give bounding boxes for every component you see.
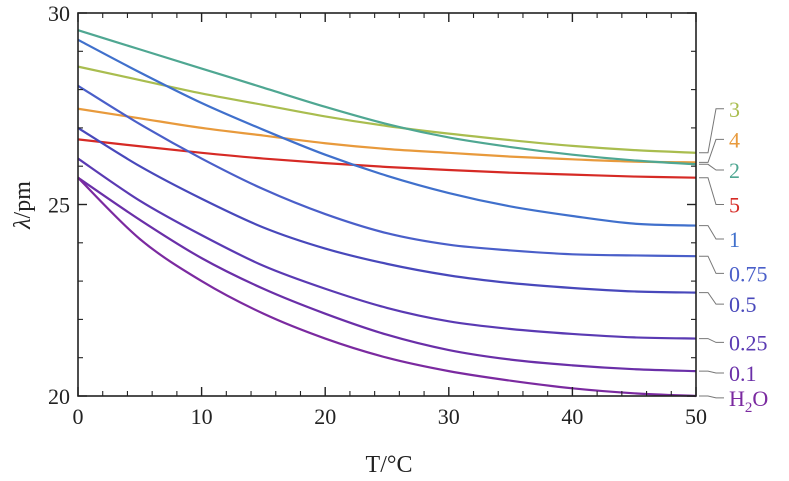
series-label-text: 3 [729, 97, 740, 122]
series-leader-line [699, 138, 724, 163]
series-line-2 [77, 29, 697, 166]
series-label: H2O [729, 386, 768, 416]
series-label: 0.75 [729, 261, 768, 286]
series-leader-line [699, 108, 724, 154]
series-label: 4 [729, 127, 740, 152]
series-line-6 [77, 126, 697, 294]
series-leader-line [699, 177, 724, 205]
series-label-text: 5 [729, 193, 740, 218]
x-tick-label: 20 [314, 404, 336, 429]
series-line-0 [77, 65, 697, 154]
y-axis-title: λ/pm [10, 181, 36, 230]
series-label-rest: O [752, 386, 768, 411]
series-line-1 [77, 107, 697, 164]
y-tick-label: 30 [48, 1, 70, 26]
y-tick-label: 25 [48, 193, 70, 218]
x-axis-title: T/°C [366, 452, 413, 478]
series-label: 2 [729, 158, 740, 183]
series-label: 0.5 [729, 292, 757, 317]
series-leader-line [699, 255, 724, 274]
x-tick-label: 50 [685, 404, 707, 429]
series-label-text: 0.1 [729, 361, 757, 386]
series-label: 3 [729, 97, 740, 122]
x-tick-label: 40 [561, 404, 583, 429]
series-label-text: 2 [729, 158, 740, 183]
x-tick-label: 0 [73, 404, 84, 429]
x-tick-label: 30 [438, 404, 460, 429]
series-label: 0.1 [729, 361, 757, 386]
x-tick-label: 10 [191, 404, 213, 429]
plot-frame [77, 12, 697, 397]
series-label-text: H [729, 386, 745, 411]
series-label-text: 0.5 [729, 292, 757, 317]
series-leader-line [699, 292, 724, 305]
series-label-subscript: 2 [745, 400, 753, 416]
series-line-5 [77, 84, 697, 258]
series-line-8 [77, 176, 697, 373]
axis-ticks [77, 12, 697, 397]
series-leader-line [699, 370, 724, 374]
series-label-text: 4 [729, 127, 740, 152]
series-label-text: 0.75 [729, 261, 768, 286]
series-label: 5 [729, 193, 740, 218]
series-label: 1 [729, 227, 740, 252]
series-leader-line [699, 338, 724, 343]
series-line-7 [77, 157, 697, 340]
y-tick-label: 20 [48, 384, 70, 409]
series-label-text: 0.25 [729, 330, 768, 355]
y-axis-variable: λ [10, 218, 36, 229]
series-leader-line [699, 225, 724, 240]
series-line-9 [77, 176, 697, 398]
series-line-4 [77, 38, 697, 227]
series-label-text: 1 [729, 227, 740, 252]
series-leader-line [699, 395, 724, 399]
series-leader-line [699, 163, 724, 171]
tick-labels: 0 10 20 30 40 50 20 25 30 [48, 1, 707, 429]
series-group [77, 29, 697, 398]
y-axis-unit: /pm [10, 181, 36, 219]
series-label: 0.25 [729, 330, 768, 355]
series-line-3 [77, 138, 697, 179]
